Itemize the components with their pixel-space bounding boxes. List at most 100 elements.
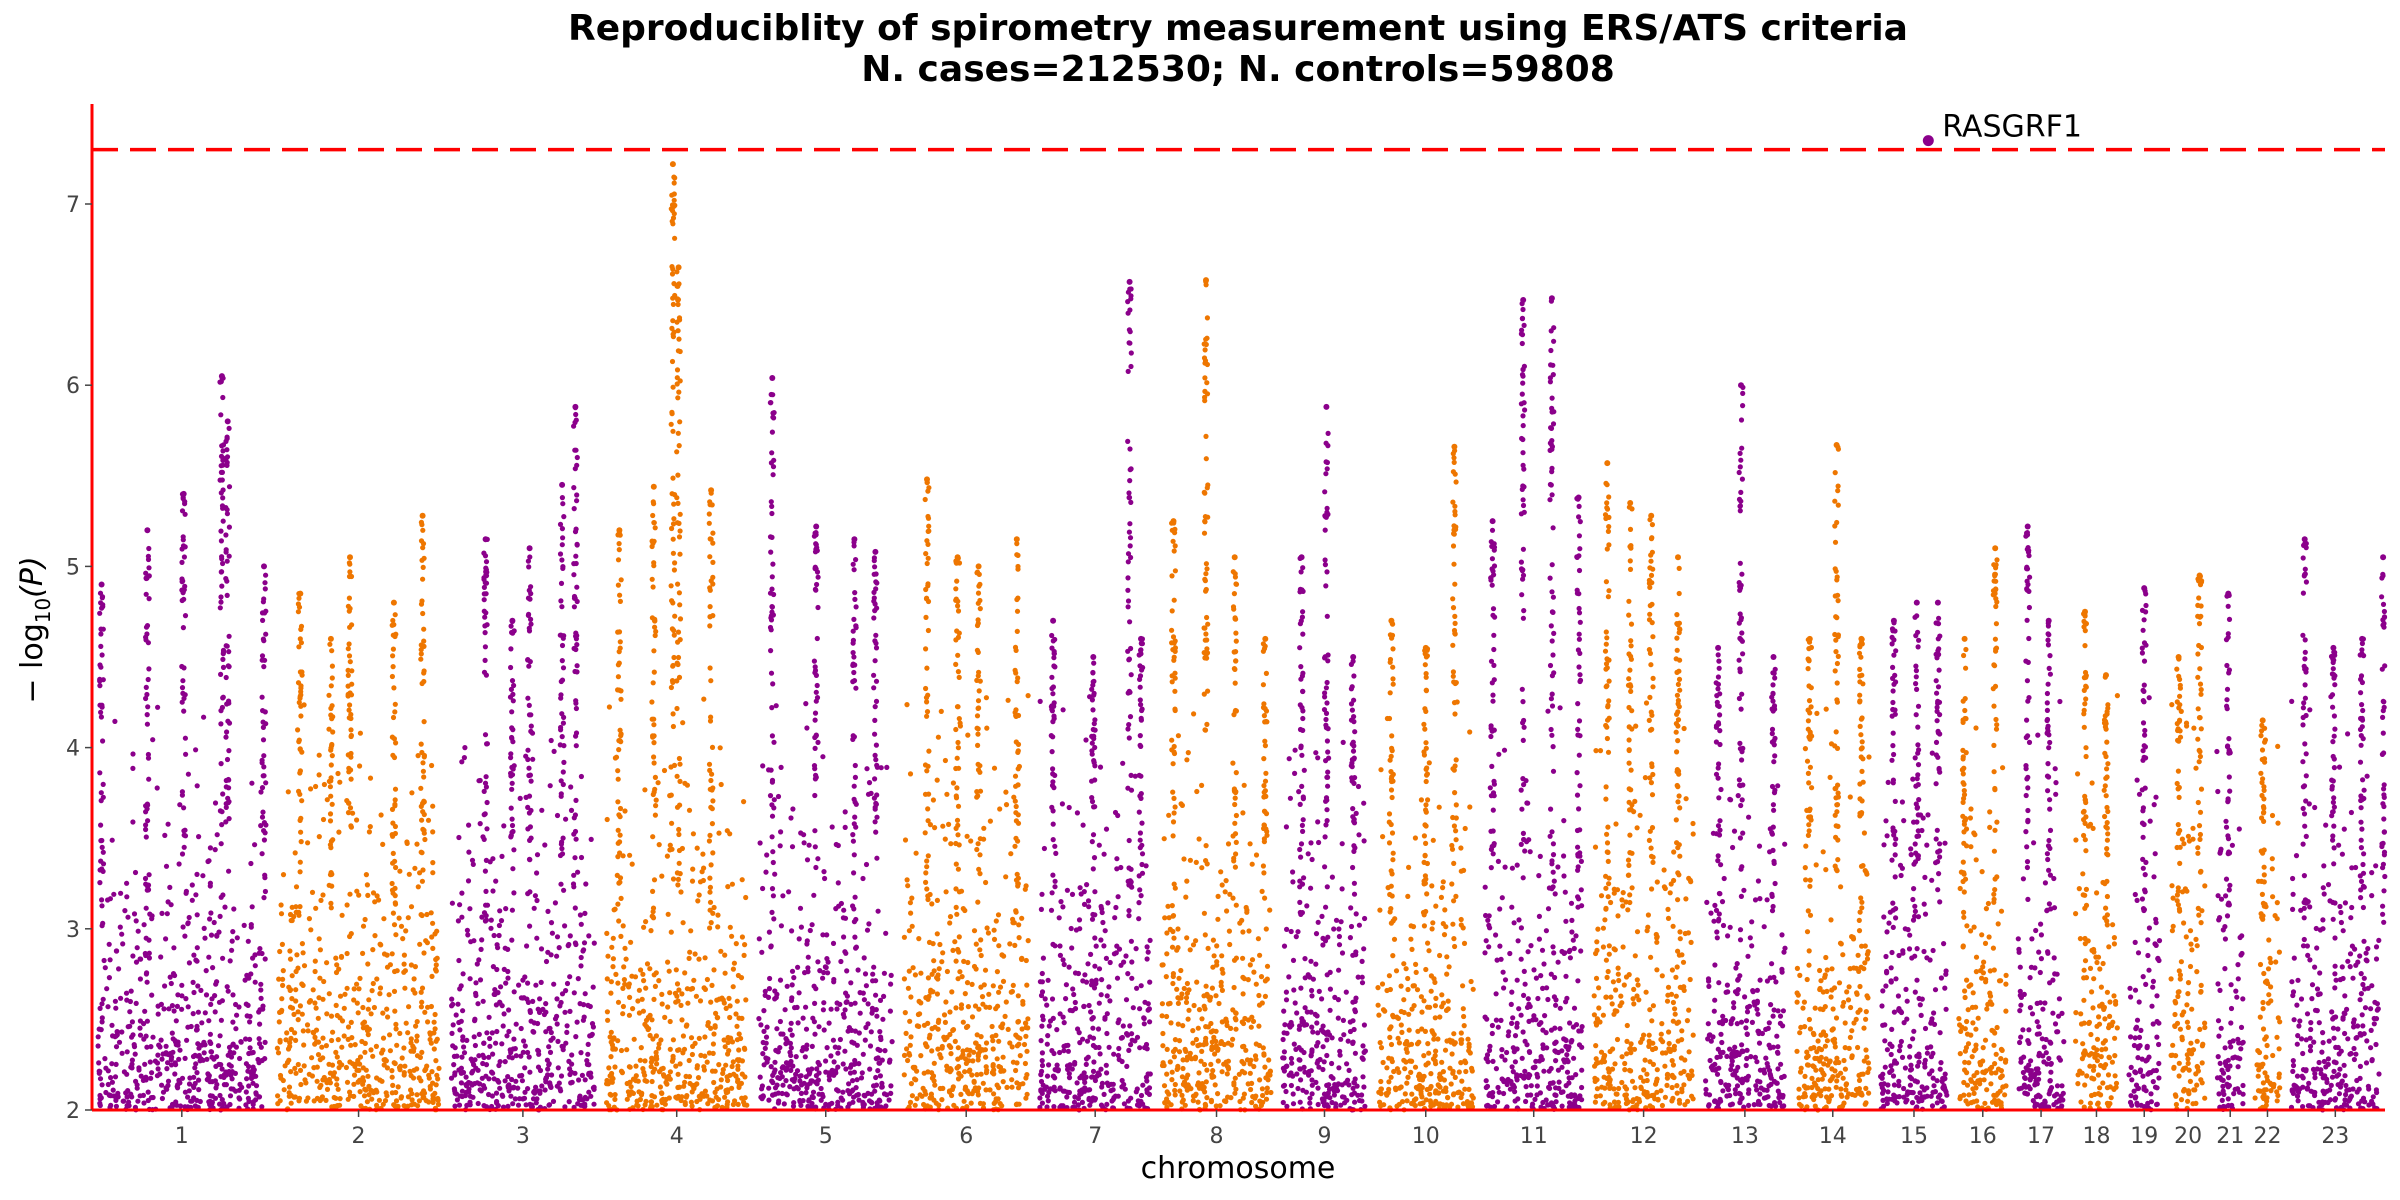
data-point	[800, 1015, 806, 1021]
data-point	[177, 1047, 183, 1053]
data-point	[531, 1020, 537, 1026]
data-point	[784, 983, 790, 989]
data-point	[1065, 1066, 1071, 1072]
data-point	[877, 1029, 883, 1035]
data-point	[716, 830, 722, 836]
data-point	[1126, 913, 1132, 919]
data-point	[182, 499, 188, 505]
data-point	[995, 912, 1002, 918]
data-point	[1194, 979, 1200, 985]
data-point	[297, 791, 303, 797]
data-point	[557, 852, 564, 859]
data-point	[527, 659, 533, 665]
data-point	[1069, 1066, 1075, 1072]
data-point	[879, 1080, 885, 1086]
data-point	[1014, 1060, 1020, 1066]
data-point	[513, 1078, 519, 1084]
data-point	[835, 1088, 841, 1094]
data-point	[279, 941, 285, 948]
data-point	[1130, 1005, 1136, 1011]
data-point	[226, 1044, 233, 1050]
data-point	[1126, 837, 1132, 844]
data-point	[710, 540, 716, 546]
data-point	[226, 868, 232, 874]
data-point	[1127, 619, 1133, 625]
data-point	[1127, 689, 1133, 695]
data-point	[528, 728, 534, 735]
data-point	[299, 941, 305, 947]
data-point	[1091, 855, 1098, 861]
data-point	[219, 809, 225, 815]
data-point	[202, 1010, 208, 1016]
data-point	[956, 949, 962, 955]
data-point	[585, 1051, 591, 1057]
data-point	[309, 1055, 315, 1061]
data-point	[707, 587, 713, 593]
data-point	[426, 1075, 432, 1081]
data-point	[648, 1099, 655, 1105]
data-point	[1266, 1057, 1272, 1063]
data-point	[835, 1099, 841, 1105]
data-point	[1264, 976, 1270, 982]
data-point	[760, 763, 766, 769]
data-point	[952, 939, 958, 945]
data-point	[166, 1006, 172, 1012]
data-point	[574, 541, 580, 548]
data-point	[587, 1003, 593, 1010]
data-point	[545, 1066, 551, 1072]
data-point	[730, 1059, 736, 1065]
data-point	[430, 803, 436, 809]
data-point	[814, 1066, 820, 1072]
data-point	[224, 447, 230, 453]
data-point	[768, 767, 774, 773]
data-point	[558, 841, 565, 847]
data-point	[211, 919, 217, 926]
data-point	[126, 1099, 132, 1105]
data-point	[608, 990, 614, 996]
data-point	[329, 675, 335, 681]
data-point	[259, 610, 266, 616]
data-point	[759, 1094, 765, 1100]
data-point	[571, 485, 577, 491]
data-point	[812, 586, 819, 593]
data-point	[389, 880, 395, 887]
data-point	[571, 506, 577, 512]
data-point	[180, 578, 186, 584]
data-point	[907, 900, 914, 906]
data-point	[98, 600, 104, 606]
data-point	[851, 654, 857, 660]
chromosome-5-points	[756, 375, 895, 1112]
data-point	[393, 631, 399, 637]
data-point	[674, 678, 680, 684]
data-point	[795, 964, 801, 970]
data-point	[873, 800, 879, 807]
data-point	[509, 786, 515, 792]
data-point	[483, 559, 490, 565]
chart-subtitle: N. cases=212530; N. controls=59808	[861, 49, 1615, 90]
data-point	[852, 814, 858, 820]
data-point	[871, 558, 877, 564]
data-point	[615, 980, 621, 986]
data-point	[1164, 1071, 1170, 1077]
data-point	[181, 708, 187, 714]
data-point	[769, 1078, 775, 1084]
data-point	[850, 561, 856, 567]
data-point	[954, 911, 960, 917]
data-point	[261, 837, 267, 843]
data-point	[448, 1075, 455, 1081]
data-point	[329, 753, 335, 759]
data-point	[958, 1073, 964, 1079]
data-point	[1105, 1082, 1112, 1089]
data-point	[918, 1053, 924, 1059]
data-point	[862, 1093, 868, 1099]
data-point	[288, 1100, 294, 1106]
data-point	[1086, 1097, 1092, 1103]
data-point	[278, 1009, 284, 1015]
data-point	[769, 574, 775, 580]
data-point	[757, 1074, 763, 1080]
data-point	[1111, 1051, 1117, 1057]
data-point	[185, 920, 191, 926]
data-point	[218, 412, 224, 418]
data-point	[961, 958, 967, 965]
data-point	[612, 1092, 618, 1098]
